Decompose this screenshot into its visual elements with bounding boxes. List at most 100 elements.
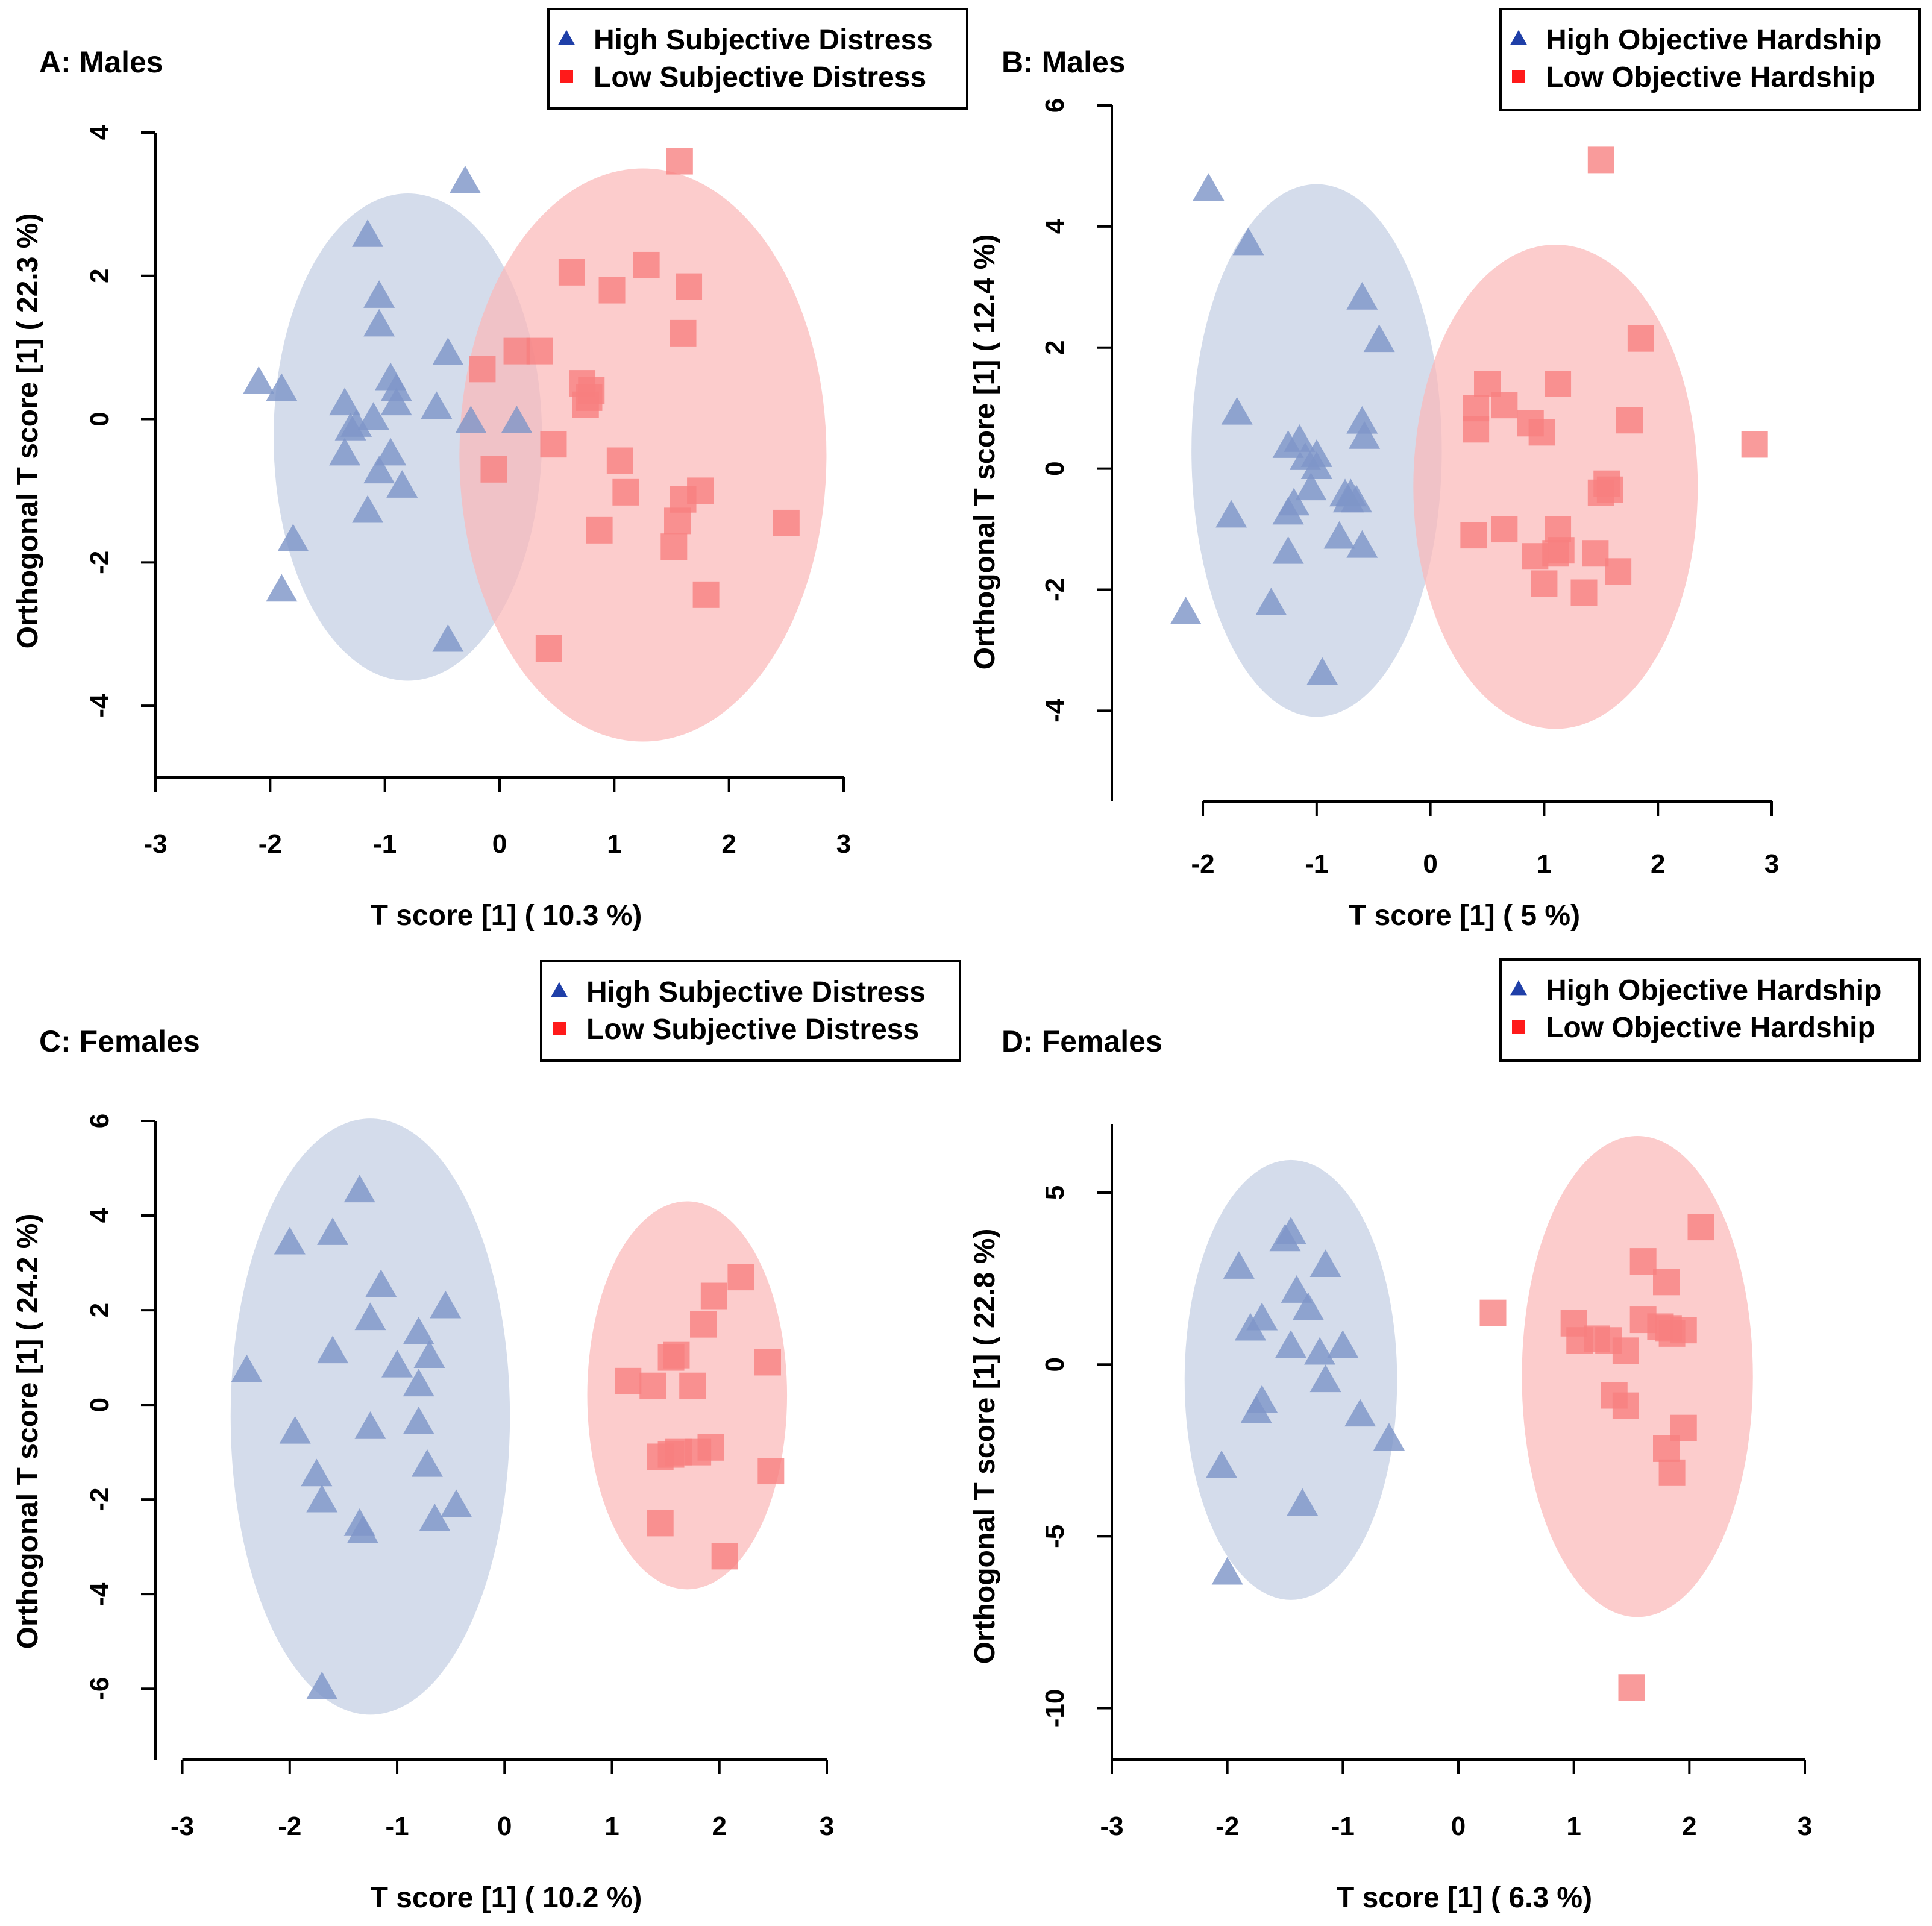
panel-c: -3 -2 -1 0 1 2 3 6 4 2 0 -2 -4 -6 C: Females T score [1… xyxy=(12,960,961,1914)
y-axis-title: Orthogonal T score [1] ( 24.2 %) xyxy=(12,1214,44,1649)
low-data-point xyxy=(670,319,697,347)
high-data-point xyxy=(430,1290,462,1319)
high-data-point xyxy=(411,1449,443,1477)
low-data-point xyxy=(480,456,507,483)
high-data-point xyxy=(357,402,389,430)
high-data-point xyxy=(306,1484,338,1513)
y-tick-label: -4 xyxy=(85,694,114,718)
low-data-point xyxy=(657,1344,685,1371)
y-tick-label: 0 xyxy=(1040,461,1070,475)
legend-box xyxy=(1499,958,1921,1062)
high-data-point xyxy=(363,456,395,484)
x-tick-label: -1 xyxy=(1305,849,1328,879)
x-tick-label: 2 xyxy=(1651,849,1665,879)
legend-label: Low Subjective Distress xyxy=(586,1014,919,1046)
high-data-point xyxy=(354,1411,386,1439)
high-data-point xyxy=(1170,597,1202,625)
y-tick-label: 5 xyxy=(1040,1185,1070,1200)
high-data-point xyxy=(421,391,453,419)
low-data-point xyxy=(1491,392,1518,419)
high-data-point xyxy=(441,1489,472,1517)
high-data-point xyxy=(1269,1223,1301,1252)
x-tick-label: 2 xyxy=(1682,1812,1696,1841)
high-data-point xyxy=(1363,324,1395,353)
y-tick-label: 0 xyxy=(85,1397,114,1412)
legend-square-icon xyxy=(1512,70,1525,83)
high-data-point xyxy=(365,1269,397,1297)
low-data-point xyxy=(1548,537,1575,564)
legend-label: Low Subjective Distress xyxy=(594,61,926,93)
x-tick-label: -3 xyxy=(171,1812,194,1841)
low-data-point xyxy=(1653,1269,1680,1296)
x-tick-label: -2 xyxy=(1215,1812,1239,1841)
legend-label: Low Objective Hardship xyxy=(1546,1012,1875,1044)
x-tick-label: -3 xyxy=(143,829,167,859)
legend-square-icon xyxy=(553,1022,566,1035)
high-data-point xyxy=(1340,485,1372,513)
high-data-point xyxy=(352,219,384,247)
high-data-point xyxy=(363,280,395,308)
high-data-point xyxy=(432,624,464,652)
x-tick-label: -3 xyxy=(1100,1812,1123,1841)
legend: High Subjective Distress Low Subjective D… xyxy=(540,960,961,1062)
high-data-point xyxy=(1309,1249,1341,1278)
legend-label: High Objective Hardship xyxy=(1546,24,1881,56)
high-data-point xyxy=(403,1407,434,1434)
high-data-point xyxy=(1287,1488,1319,1516)
low-data-point xyxy=(1596,476,1623,503)
y-tick-label: -2 xyxy=(85,551,114,574)
panel-title: D: Females xyxy=(1002,1024,1162,1058)
low-data-point xyxy=(1479,1299,1507,1326)
low-data-point xyxy=(664,507,691,535)
x-tick-label: 1 xyxy=(1566,1812,1581,1841)
low-data-point xyxy=(754,1349,781,1376)
low-data-point xyxy=(558,259,585,286)
high-data-point xyxy=(277,524,309,552)
x-tick-label: -2 xyxy=(259,829,282,859)
legend: High Subjective Distress Low Subjective D… xyxy=(547,8,968,110)
high-data-point xyxy=(432,337,464,365)
legend-box xyxy=(540,960,961,1062)
low-data-point xyxy=(606,447,633,474)
x-axis-title: T score [1] ( 10.2 %) xyxy=(371,1882,642,1914)
high-data-point xyxy=(1221,397,1253,425)
high-data-point xyxy=(501,406,533,433)
y-tick-label: -4 xyxy=(85,1582,114,1606)
high-data-point xyxy=(1235,1313,1266,1341)
low-data-point xyxy=(711,1543,738,1570)
low-data-point xyxy=(540,431,567,458)
low-data-point xyxy=(639,1372,666,1399)
legend: High Objective Hardship Low Objective Har… xyxy=(1499,958,1921,1062)
low-data-point xyxy=(692,581,720,608)
legend-box xyxy=(547,8,968,110)
high-data-point xyxy=(363,309,395,337)
high-data-point xyxy=(1346,406,1378,434)
legend-label: High Subjective Distress xyxy=(594,24,933,56)
panel-b: -2 -1 0 1 2 3 6 4 2 0 -2 -4 B: Males T score [1] ( 5 … xyxy=(969,8,1921,932)
x-tick-label: 3 xyxy=(1798,1812,1812,1841)
high-data-point xyxy=(1255,588,1287,615)
high-data-point xyxy=(1223,1251,1255,1279)
high-data-point xyxy=(266,574,298,602)
x-tick-label: -1 xyxy=(373,829,397,859)
y-tick-label: 2 xyxy=(85,269,114,283)
y-tick-label: 6 xyxy=(1040,98,1070,113)
x-axis-title: T score [1] ( 10.3 %) xyxy=(371,900,642,932)
high-data-point xyxy=(279,1416,311,1444)
low-data-point xyxy=(679,1372,706,1399)
y-tick-label: 0 xyxy=(1040,1357,1070,1372)
high-data-point xyxy=(380,373,412,401)
high-data-point xyxy=(455,406,487,433)
x-tick-label: 3 xyxy=(820,1812,834,1841)
high-data-point xyxy=(340,409,372,437)
low-data-point xyxy=(1616,407,1643,434)
high-data-point xyxy=(329,438,361,466)
low-data-point xyxy=(598,277,626,304)
high-data-point xyxy=(1275,1330,1307,1358)
legend-triangle-icon xyxy=(558,30,575,45)
panel-title: B: Males xyxy=(1002,45,1126,79)
high-data-point xyxy=(1232,227,1264,256)
y-tick-label: -2 xyxy=(1040,578,1070,601)
